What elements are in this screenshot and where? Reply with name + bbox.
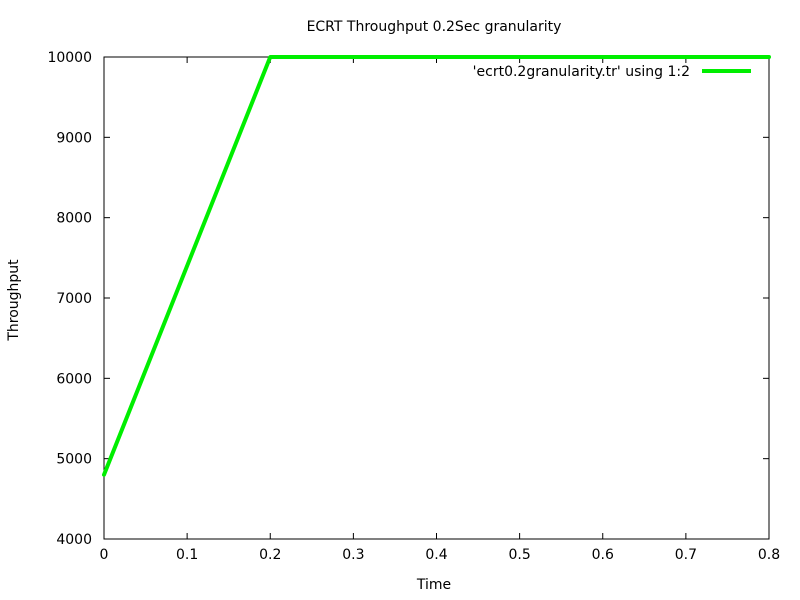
x-tick-label: 0.3 <box>342 547 364 563</box>
axis-ticks: 0 0.1 0.2 0.3 0.4 0.5 0.6 0.7 0.8 4000 5000 6000 700… <box>47 50 780 563</box>
y-tick-label: 5000 <box>56 452 92 468</box>
y-tick-label: 7000 <box>56 291 92 307</box>
y-tick-label: 8000 <box>56 211 92 227</box>
x-axis-label: Time <box>416 577 451 593</box>
y-tick-label: 4000 <box>56 532 92 548</box>
x-tick-label: 0 <box>100 547 109 563</box>
series-line-0 <box>102 55 771 477</box>
legend: 'ecrt0.2granularity.tr' using 1:2 <box>473 64 751 80</box>
series-group <box>102 55 771 477</box>
y-axis-label: Throughput <box>6 259 22 342</box>
plot-frame <box>103 56 770 540</box>
y-tick-label: 10000 <box>47 50 92 66</box>
y-tick-label: 9000 <box>56 130 92 146</box>
chart-title: ECRT Throughput 0.2Sec granularity <box>307 19 562 35</box>
x-tick-label: 0.7 <box>675 547 697 563</box>
x-tick-label: 0.6 <box>592 547 614 563</box>
x-tick-label: 0.8 <box>758 547 780 563</box>
x-tick-label: 0.5 <box>508 547 530 563</box>
y-tick-label: 6000 <box>56 371 92 387</box>
legend-label: 'ecrt0.2granularity.tr' using 1:2 <box>473 64 690 80</box>
x-tick-label: 0.4 <box>425 547 447 563</box>
x-tick-label: 0.2 <box>259 547 281 563</box>
x-tick-label: 0.1 <box>176 547 198 563</box>
